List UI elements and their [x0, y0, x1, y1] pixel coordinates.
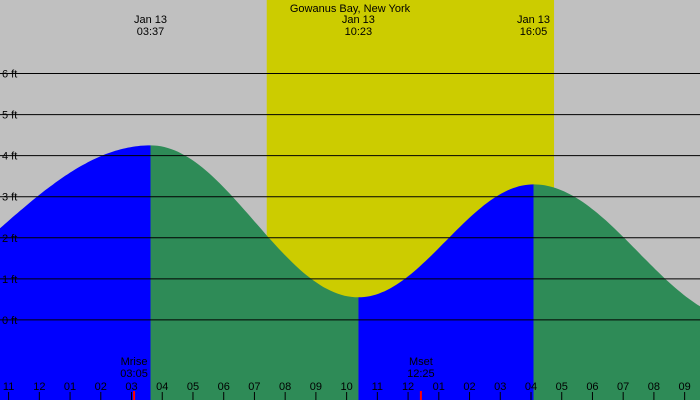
rising-tide-area [0, 145, 151, 400]
x-tick-label: 10 [340, 381, 352, 393]
falling-tide-area [533, 184, 700, 400]
y-tick-label: 5 ft [2, 110, 17, 122]
y-tick-label: 1 ft [2, 274, 17, 286]
x-tick-label: 01 [433, 381, 445, 393]
moon-event-name: Mrise [121, 356, 148, 368]
moon-event-time: 03:05 [120, 368, 148, 380]
x-tick-label: 02 [95, 381, 107, 393]
rising-tide-area [358, 184, 534, 400]
x-tick-label: 08 [279, 381, 291, 393]
x-tick-label: 07 [617, 381, 629, 393]
x-tick-label: 05 [187, 381, 199, 393]
x-tick-label: 09 [679, 381, 691, 393]
tide-time-label: 10:23 [345, 26, 373, 38]
x-tick-label: 06 [218, 381, 230, 393]
x-tick-label: 12 [33, 381, 45, 393]
x-tick-label: 11 [3, 381, 14, 393]
x-tick-label: 09 [310, 381, 322, 393]
x-tick-label: 11 [372, 381, 383, 393]
x-tick-label: 08 [648, 381, 660, 393]
tide-date-label: Jan 13 [134, 14, 167, 26]
y-tick-label: 0 ft [2, 315, 17, 327]
tide-date-label: Jan 13 [342, 14, 375, 26]
moon-event-time: 12:25 [407, 368, 435, 380]
x-tick-label: 06 [586, 381, 598, 393]
x-tick-label: 02 [463, 381, 475, 393]
x-tick-label: 01 [64, 381, 76, 393]
x-tick-label: 12 [402, 381, 414, 393]
y-tick-label: 2 ft [2, 233, 17, 245]
tide-time-label: 16:05 [520, 26, 548, 38]
tide-date-label: Jan 13 [517, 14, 550, 26]
y-tick-label: 6 ft [2, 69, 17, 81]
falling-tide-area [150, 145, 359, 400]
y-tick-label: 3 ft [2, 192, 17, 204]
x-tick-label: 03 [125, 381, 137, 393]
y-tick-label: 4 ft [2, 151, 17, 163]
x-tick-label: 04 [525, 381, 537, 393]
x-tick-label: 04 [156, 381, 168, 393]
tide-time-label: 03:37 [137, 26, 165, 38]
moon-event-name: Mset [409, 356, 433, 368]
chart-title: Gowanus Bay, New York [290, 3, 411, 15]
x-tick-label: 03 [494, 381, 506, 393]
x-tick-label: 05 [556, 381, 568, 393]
x-tick-label: 07 [248, 381, 260, 393]
